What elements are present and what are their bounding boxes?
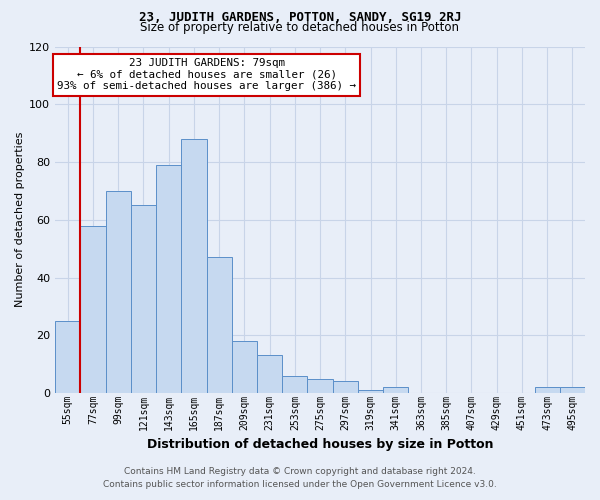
Bar: [181, 139, 206, 393]
Bar: [80, 226, 106, 393]
Bar: [307, 378, 332, 393]
Text: 23 JUDITH GARDENS: 79sqm
← 6% of detached houses are smaller (26)
93% of semi-de: 23 JUDITH GARDENS: 79sqm ← 6% of detache…: [57, 58, 356, 92]
Bar: [358, 390, 383, 393]
Bar: [106, 191, 131, 393]
Bar: [535, 388, 560, 393]
Text: Size of property relative to detached houses in Potton: Size of property relative to detached ho…: [140, 22, 460, 35]
Bar: [206, 258, 232, 393]
Text: 23, JUDITH GARDENS, POTTON, SANDY, SG19 2RJ: 23, JUDITH GARDENS, POTTON, SANDY, SG19 …: [139, 11, 461, 24]
Bar: [55, 321, 80, 393]
X-axis label: Distribution of detached houses by size in Potton: Distribution of detached houses by size …: [147, 438, 493, 451]
Bar: [332, 382, 358, 393]
Bar: [232, 341, 257, 393]
Y-axis label: Number of detached properties: Number of detached properties: [15, 132, 25, 308]
Bar: [282, 376, 307, 393]
Bar: [383, 388, 409, 393]
Bar: [257, 356, 282, 393]
Text: Contains HM Land Registry data © Crown copyright and database right 2024.
Contai: Contains HM Land Registry data © Crown c…: [103, 467, 497, 489]
Bar: [560, 388, 585, 393]
Bar: [156, 165, 181, 393]
Bar: [131, 206, 156, 393]
